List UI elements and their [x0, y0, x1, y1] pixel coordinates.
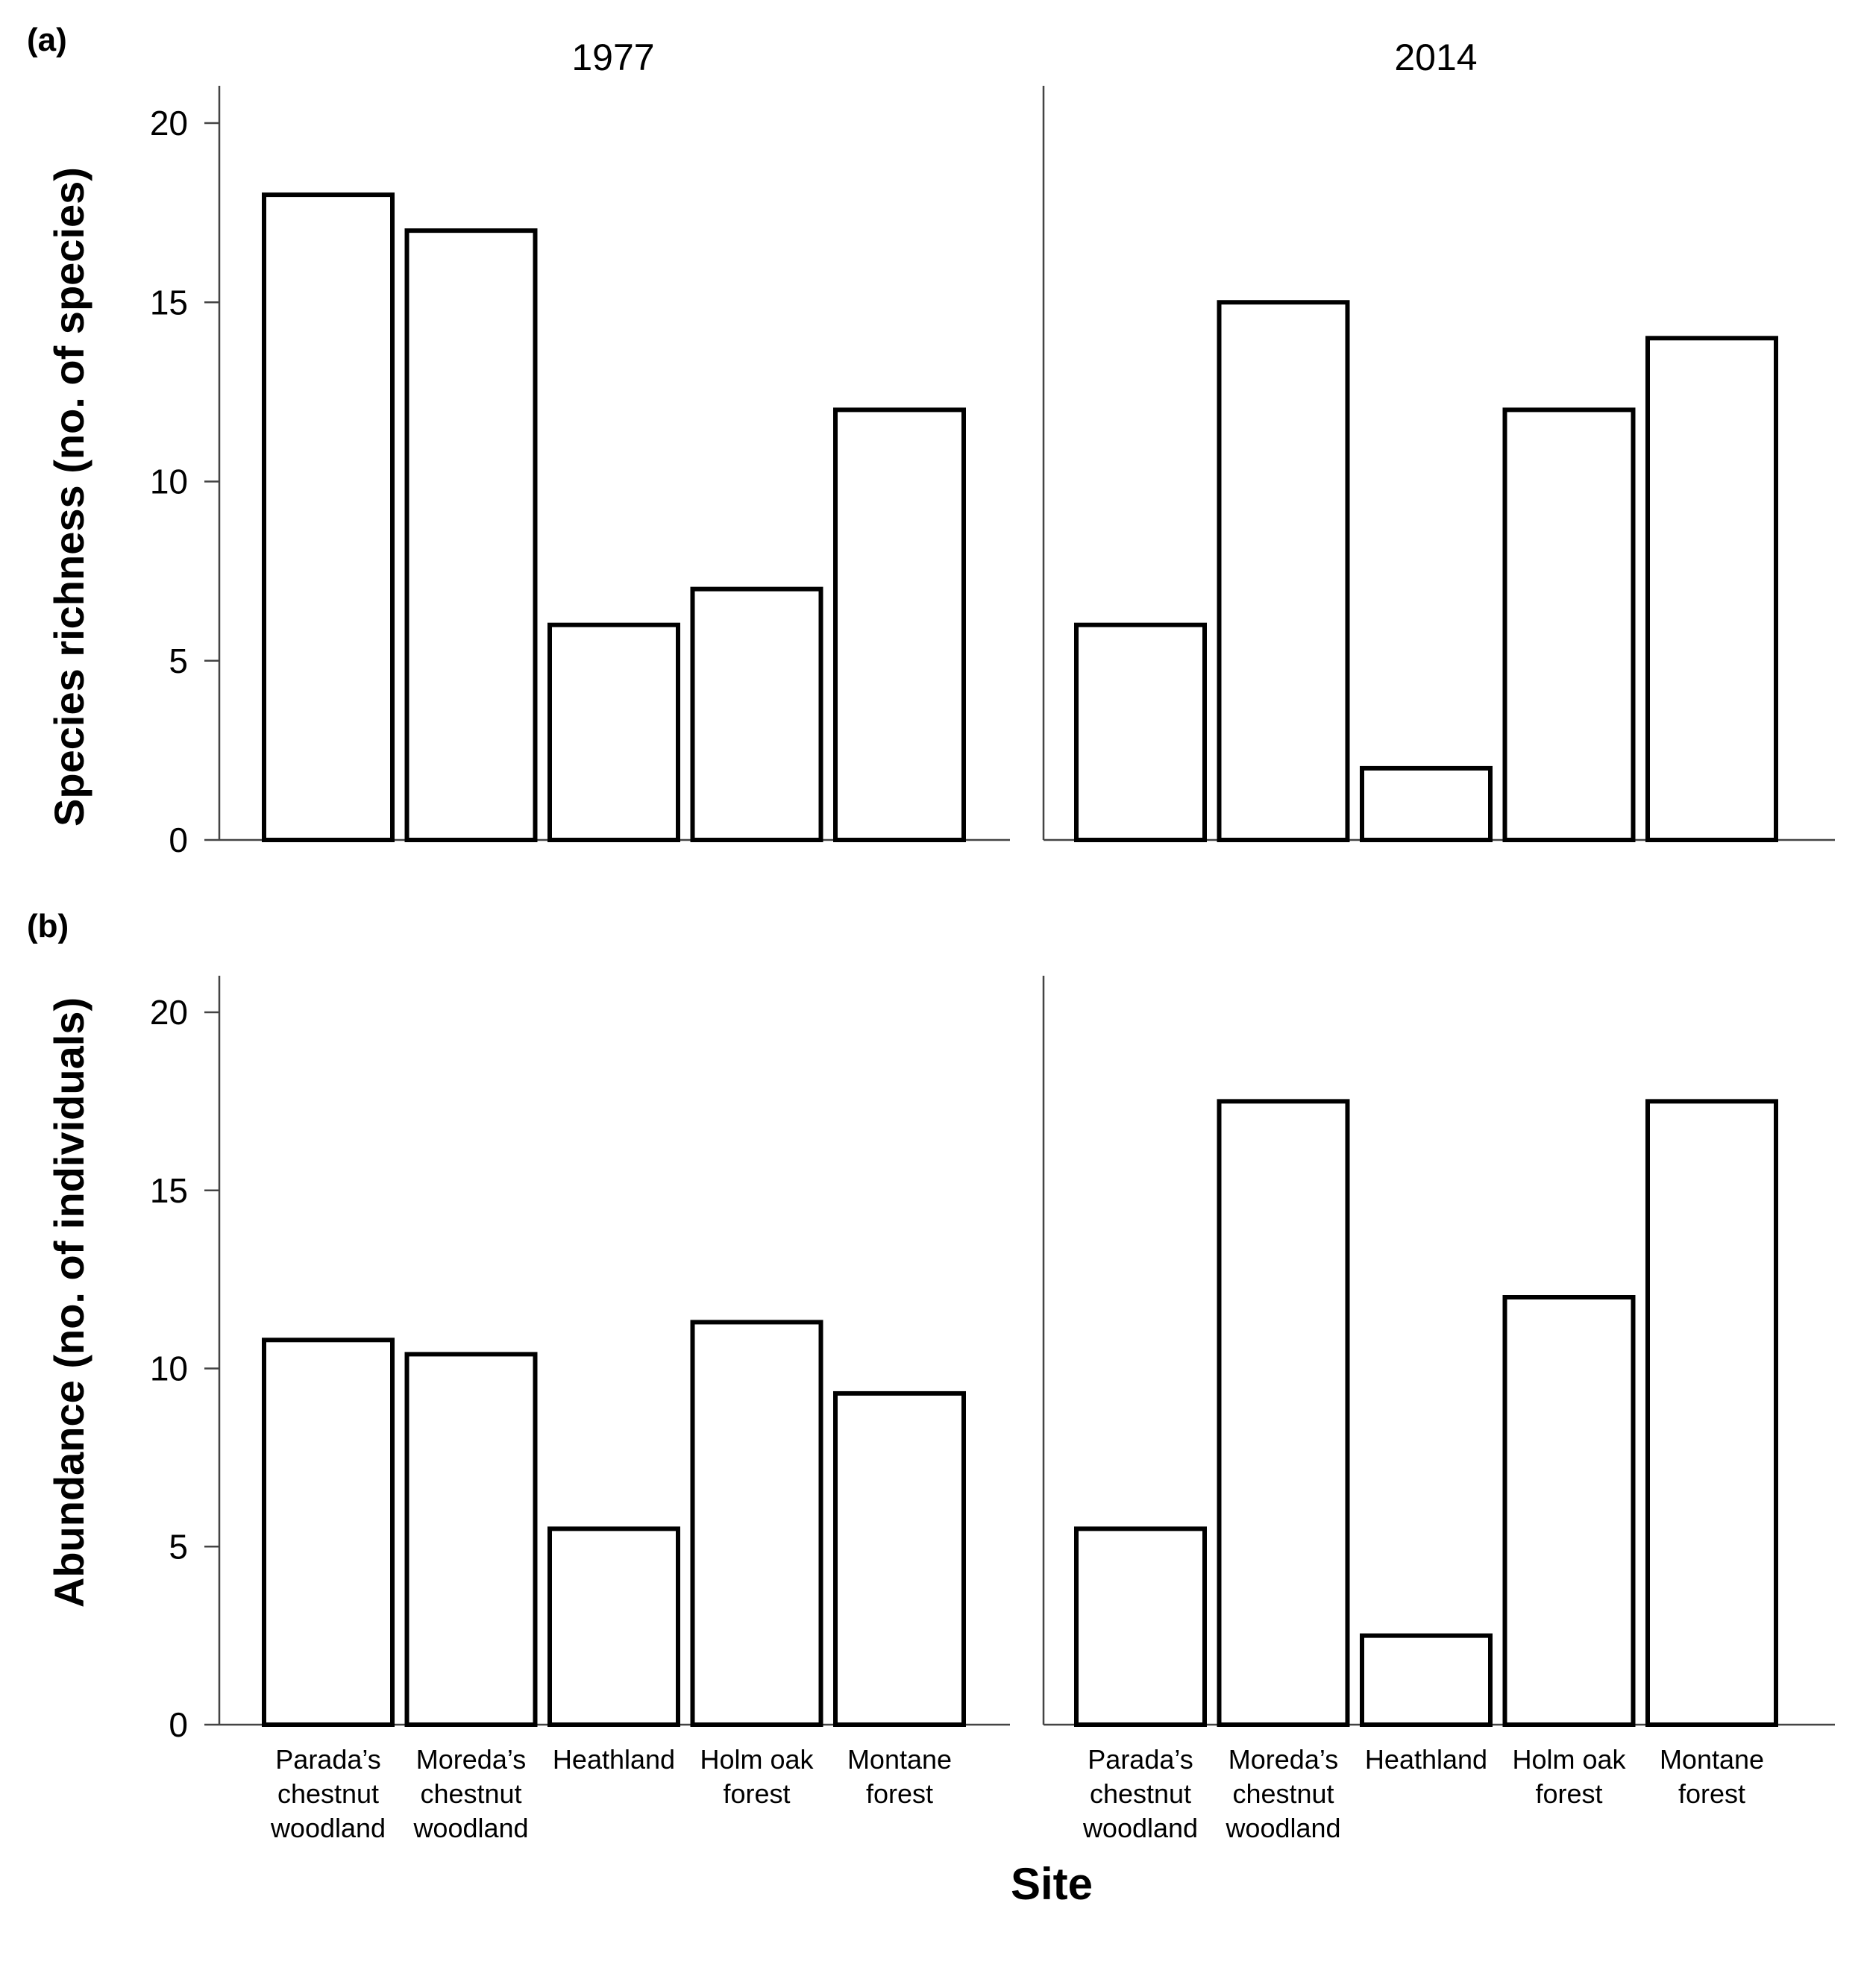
panel-b-1977-category-label-3: Heathland [553, 1744, 675, 1775]
panel-b-1977-category-label-4: Holm oak forest [700, 1744, 814, 1809]
panel-b-2014-bar-1 [1074, 1526, 1207, 1727]
panel-b-2014-bar-5 [1645, 1099, 1778, 1727]
panel-b-1977-category-label-2: Moreda’s chestnut woodland [412, 1744, 528, 1843]
panel-b-1977-bar-3 [547, 1526, 680, 1727]
panel-a-2014-bar-4 [1502, 407, 1636, 842]
panel-a-1977-y-tick-label: 15 [150, 283, 188, 322]
panel-a-1977-bar-3 [547, 622, 680, 842]
panel-a-2014-bar-2 [1217, 300, 1350, 842]
panel-b-1977-y-tick-label: 5 [169, 1527, 188, 1566]
panel-b-2014-category-label-4: Holm oak forest [1512, 1744, 1626, 1809]
panel-a-1977-y-tick-label: 5 [169, 642, 188, 680]
panel-b-2014-category-label-1: Parada’s chestnut woodland [1082, 1744, 1198, 1843]
panel-b-1977-y-tick-label: 20 [150, 993, 188, 1032]
panel-a-1977-y-tick-label: 20 [150, 104, 188, 142]
panel-b-1977-bar-1 [262, 1338, 395, 1728]
x-axis-label: Site [1011, 1859, 1093, 1909]
panel-b-2014-bar-3 [1360, 1633, 1493, 1727]
panel-b-1977-bar-2 [404, 1352, 538, 1728]
panel-b-1977-bar-5 [833, 1390, 966, 1728]
facet-title-1977: 1977 [571, 37, 654, 78]
labels-layer: 0 5 10 15 20 0 5 10 15 20 Parada’s chestnut woodland… [150, 104, 1764, 1843]
y-axis-label-richness: Species richness (no. of species) [45, 167, 92, 827]
panel-b-2014-category-label-3: Heathland [1365, 1744, 1487, 1775]
panel-b-2014-bar-4 [1502, 1295, 1636, 1727]
panel-label-b: (b) [27, 908, 69, 944]
panel-b-1977-y-tick-label: 0 [169, 1705, 188, 1744]
panel-b-2014-bar-2 [1217, 1099, 1350, 1727]
bars-layer [262, 192, 1778, 1728]
facet-title-2014: 2014 [1394, 37, 1477, 78]
panel-b-2014-category-label-5: Montane forest [1660, 1744, 1764, 1809]
panel-a-1977-bar-4 [690, 586, 823, 843]
panel-b-1977-category-label-1: Parada’s chestnut woodland [270, 1744, 386, 1843]
panel-a-2014-bar-3 [1360, 765, 1493, 843]
panel-label-a: (a) [27, 22, 67, 58]
panel-a-1977-y-tick-label: 0 [169, 821, 188, 859]
panel-a-1977-bar-5 [833, 407, 966, 842]
panel-a-2014-bar-1 [1074, 622, 1207, 842]
panel-a-2014-bar-5 [1645, 336, 1778, 842]
panel-a-1977-y-tick-label: 10 [150, 462, 188, 501]
panel-a-1977-bar-2 [404, 228, 538, 842]
panel-b-1977-y-tick-label: 15 [150, 1171, 188, 1210]
panel-b-1977-category-label-5: Montane forest [847, 1744, 952, 1809]
y-axis-label-abundance: Abundance (no. of individuals) [45, 997, 92, 1608]
panel-a-1977-bar-1 [262, 192, 395, 843]
panel-b-1977-y-tick-label: 10 [150, 1349, 188, 1388]
panel-b-1977-bar-4 [690, 1320, 823, 1728]
panel-b-2014-category-label-2: Moreda’s chestnut woodland [1225, 1744, 1340, 1843]
